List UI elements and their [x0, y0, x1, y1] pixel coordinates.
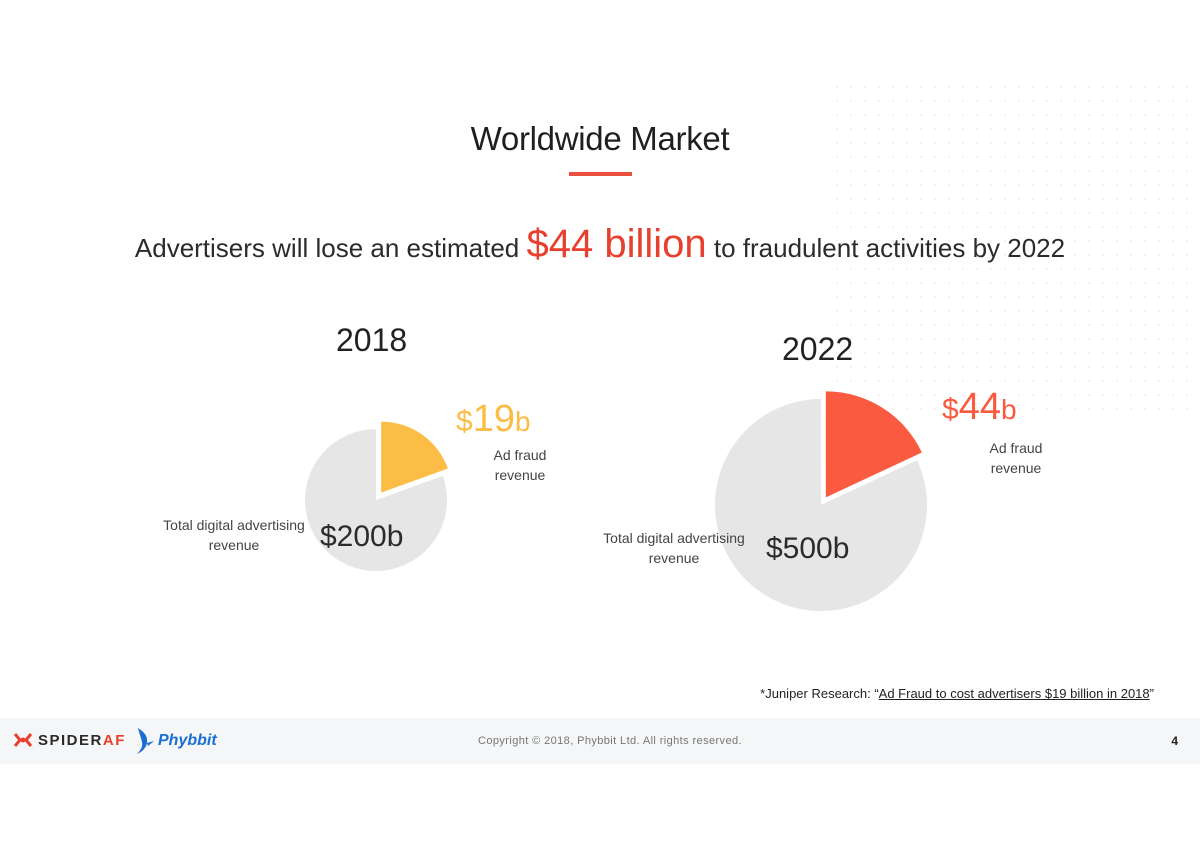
source-prefix: *Juniper Research: “: [760, 686, 879, 701]
fraud-value-2018-number: 19: [472, 398, 515, 440]
headline: Advertisers will lose an estimated $44 b…: [0, 222, 1200, 267]
total-label-2018: Total digital advertising revenue: [152, 515, 316, 555]
page-title: Worldwide Market: [470, 120, 730, 157]
fraud-value-2022-currency: $: [942, 393, 959, 426]
headline-prefix: Advertisers will lose an estimated: [134, 233, 520, 263]
fraud-label-2018-line1: Ad fraud: [493, 447, 547, 463]
pie-chart-2018: [305, 421, 448, 571]
pie-slice-total-2018: [305, 429, 447, 571]
background-pattern: [830, 80, 1200, 410]
source-citation: *Juniper Research: “Ad Fraud to cost adv…: [760, 686, 1154, 701]
fraud-value-2022-number: 44: [958, 386, 1001, 428]
source-suffix: ”: [1149, 686, 1154, 701]
fraud-value-2018-unit: b: [514, 406, 531, 437]
chart-2018-title: 2018: [336, 322, 408, 358]
fraud-value-2018-currency: $: [456, 405, 473, 438]
pie-slice-total-2022: [715, 399, 927, 612]
fraud-label-2022: Ad fraud revenue: [980, 438, 1052, 478]
total-label-2022: Total digital advertising revenue: [592, 528, 756, 568]
headline-highlight: $44 billion: [526, 222, 707, 266]
fraud-value-2022-unit: b: [1000, 394, 1017, 425]
total-label-2018-line1: Total digital advertising: [163, 517, 305, 533]
chart-2022-title: 2022: [782, 331, 854, 367]
fraud-value-2022: $44b: [942, 386, 1017, 429]
phybbit-logo: Phybbit: [134, 726, 217, 756]
total-value-2018: $200b: [320, 520, 404, 553]
pie-slice-fraud-2022: [825, 391, 922, 498]
phybbit-logo-text: Phybbit: [158, 732, 217, 749]
total-label-2018-line2: revenue: [208, 537, 260, 553]
fraud-label-2018: Ad fraud revenue: [484, 445, 556, 485]
total-label-2022-line2: revenue: [648, 550, 700, 566]
spideraf-logo-text: SPIDERAF: [38, 731, 126, 749]
copyright-text: Copyright © 2018, Phybbit Ltd. All right…: [478, 735, 742, 747]
fraud-label-2022-line1: Ad fraud: [989, 440, 1043, 456]
pie-chart-2022: [715, 391, 927, 612]
headline-suffix: to fraudulent activities by 2022: [713, 233, 1066, 263]
bird-icon: [137, 728, 154, 754]
fraud-label-2018-line2: revenue: [494, 467, 546, 483]
footer-bar: SPIDERAF Phybbit Copyright © 2018, Phybb…: [0, 718, 1200, 764]
title-underline: [569, 172, 632, 176]
total-value-2022: $500b: [766, 532, 850, 565]
source-link[interactable]: Ad Fraud to cost advertisers $19 billion…: [878, 686, 1150, 701]
spider-icon: [13, 733, 33, 747]
page-number: 4: [1171, 734, 1178, 748]
total-label-2022-line1: Total digital advertising: [603, 530, 745, 546]
fraud-value-2018: $19b: [456, 398, 531, 441]
pie-slice-fraud-2018: [381, 421, 448, 493]
fraud-label-2022-line2: revenue: [990, 460, 1042, 476]
spideraf-logo: SPIDERAF: [12, 731, 126, 749]
